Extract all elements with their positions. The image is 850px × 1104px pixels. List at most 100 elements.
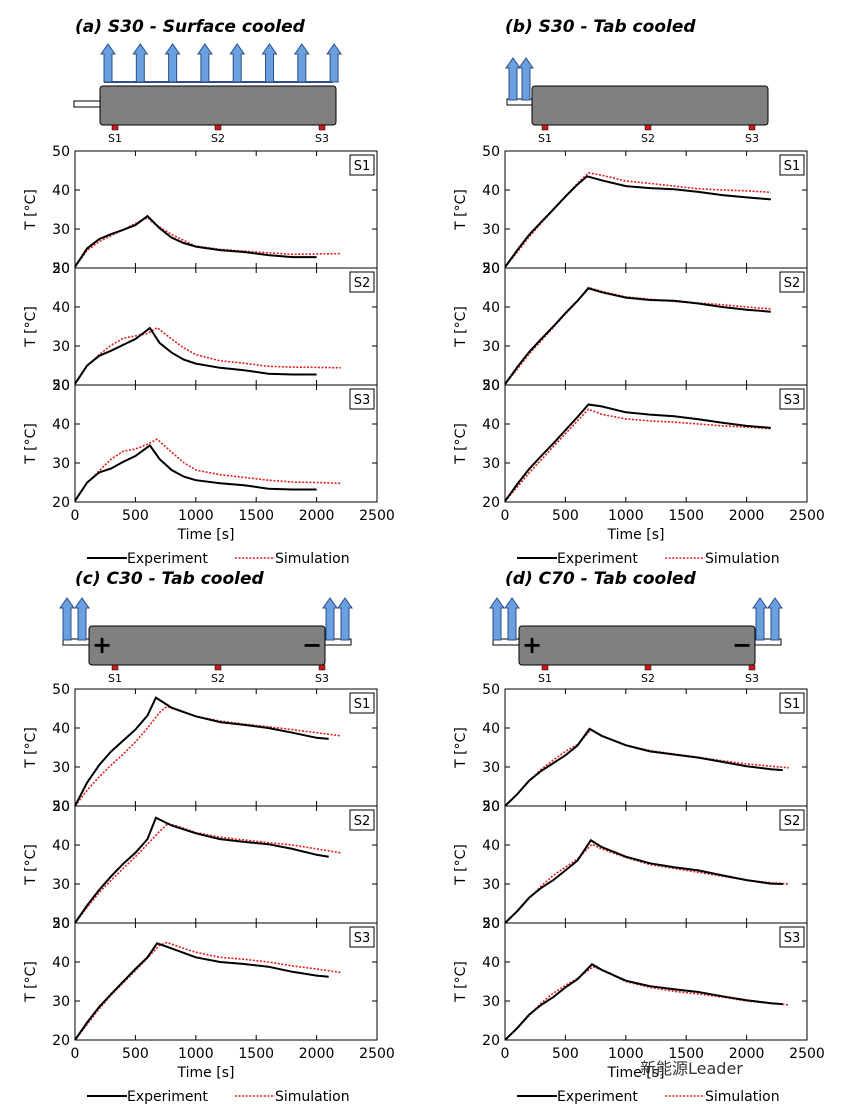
subplot-s2: 20 30 40 50 T [°C] S2 — [23, 799, 378, 932]
sensor-badge — [779, 388, 805, 410]
x-tick-label: 1000 — [608, 508, 644, 524]
x-axis-label: Time [s] — [177, 1065, 235, 1081]
chart-a: (a) S30 - Surface cooled S1 S2 S3 20 30 40 50 T … — [23, 17, 395, 567]
y-tick-label: 20 — [52, 1033, 70, 1049]
sensor-label: S2 — [641, 132, 655, 145]
subplot-s1: 20 30 40 50 T [°C] S1 — [23, 144, 378, 277]
y-axis-label: T [°C] — [23, 423, 39, 465]
y-tick-label: 50 — [482, 916, 500, 932]
x-tick-label: 2500 — [359, 508, 395, 524]
watermark: 新能源Leader — [640, 1059, 743, 1078]
x-tick-label: 0 — [501, 1046, 510, 1062]
y-tick-label: 30 — [52, 222, 70, 238]
y-axis-label: T [°C] — [453, 844, 469, 886]
x-tick-label: 2500 — [359, 1046, 395, 1062]
experiment-line — [74, 326, 317, 385]
cooling-arrow-icon — [74, 597, 90, 641]
sensor-badge-label: S3 — [784, 393, 801, 408]
sensor-badge-label: S2 — [784, 814, 801, 829]
legend-experiment-label: Experiment — [557, 1089, 638, 1104]
y-axis-label: T [°C] — [23, 306, 39, 348]
x-tick-label: 0 — [71, 508, 80, 524]
plot-frame — [504, 688, 808, 807]
y-tick-label: 40 — [482, 721, 500, 737]
sensor-badge-label: S2 — [354, 814, 371, 829]
y-tick-label: 40 — [52, 721, 70, 737]
y-tick-label: 50 — [52, 682, 70, 698]
x-tick-label: 500 — [122, 508, 149, 524]
experiment-line — [74, 696, 329, 807]
subplot-s2: 20 30 40 50 T [°C] S2 — [23, 261, 378, 394]
chart-title: (a) S30 - Surface cooled — [75, 17, 306, 37]
sensor-label: S1 — [108, 132, 122, 145]
sensor-badge — [779, 271, 805, 293]
legend-simulation-label: Simulation — [275, 1089, 350, 1104]
sensor-marker — [748, 664, 756, 671]
y-tick-label: 30 — [482, 877, 500, 893]
simulation-line — [74, 216, 341, 268]
sensor-badge-label: S1 — [354, 159, 371, 174]
subplot-s3: 20 30 40 50 T [°C] S3 — [453, 916, 808, 1049]
sensor-marker — [214, 664, 222, 671]
y-axis-label: T [°C] — [23, 189, 39, 231]
legend-simulation-label: Simulation — [705, 1089, 780, 1104]
subplot-s3: 20 30 40 50 T [°C] S3 — [453, 378, 808, 511]
x-tick-label: 1500 — [238, 508, 274, 524]
sensor-badge — [349, 154, 375, 176]
sensor-marker — [111, 664, 119, 671]
y-tick-label: 20 — [482, 495, 500, 511]
y-tick-label: 30 — [482, 456, 500, 472]
y-axis-label: T [°C] — [453, 423, 469, 465]
x-tick-label: 1500 — [238, 1046, 274, 1062]
cooling-arrow-icon — [261, 43, 278, 83]
x-tick-label: 2000 — [299, 508, 335, 524]
cooling-arrow-icon — [100, 43, 116, 83]
subplot-s3: 20 30 40 50 T [°C] S3 — [23, 916, 378, 1049]
simulation-line — [504, 729, 789, 807]
y-tick-label: 50 — [482, 144, 500, 160]
cooling-arrow-icon — [326, 43, 343, 83]
plot-frame — [74, 688, 378, 807]
legend-simulation-label: Simulation — [275, 551, 350, 567]
sensor-label: S3 — [745, 672, 759, 685]
sensor-label: S2 — [211, 132, 225, 145]
subplot-s3: 20 30 40 50 T [°C] S3 — [23, 378, 378, 511]
sensor-marker — [214, 124, 222, 131]
battery-cell — [88, 625, 326, 666]
x-tick-label: 500 — [552, 508, 579, 524]
sensor-badge — [349, 809, 375, 831]
y-tick-label: 50 — [52, 916, 70, 932]
x-tick-label: 2000 — [729, 508, 765, 524]
battery-cell — [531, 85, 769, 126]
sensor-marker — [318, 124, 326, 131]
y-tick-label: 40 — [482, 300, 500, 316]
experiment-line — [504, 838, 783, 924]
sensor-badge-label: S1 — [354, 697, 371, 712]
experiment-line — [74, 816, 329, 924]
subplot-s2: 20 30 40 50 T [°C] S2 — [453, 261, 808, 394]
y-tick-label: 50 — [52, 261, 70, 277]
sensor-badge-label: S2 — [354, 276, 371, 291]
sensor-marker — [541, 664, 549, 671]
cooling-arrow-icon — [293, 43, 310, 83]
sensor-badge — [349, 692, 375, 714]
cooling-arrow-icon — [229, 43, 246, 83]
legend-experiment-label: Experiment — [127, 1089, 208, 1104]
x-tick-label: 0 — [501, 508, 510, 524]
x-tick-label: 2500 — [789, 508, 825, 524]
chart-d: (d) C70 - Tab cooled + − S1 S2 S3 20 30 40 50 T [°… — [453, 569, 825, 1104]
sensor-badge-label: S2 — [784, 276, 801, 291]
sensor-badge-label: S3 — [354, 931, 371, 946]
experiment-line — [74, 942, 329, 1041]
y-tick-label: 40 — [52, 417, 70, 433]
sensor-badge — [779, 809, 805, 831]
sensor-label: S3 — [315, 132, 329, 145]
sensor-badge — [349, 271, 375, 293]
cooling-arrow-icon — [322, 597, 338, 641]
sensor-label: S1 — [538, 132, 552, 145]
experiment-line — [504, 963, 783, 1041]
sensor-label: S2 — [211, 672, 225, 685]
y-tick-label: 20 — [482, 261, 500, 277]
sensor-badge-label: S3 — [784, 931, 801, 946]
cooling-arrow-icon — [164, 43, 181, 83]
